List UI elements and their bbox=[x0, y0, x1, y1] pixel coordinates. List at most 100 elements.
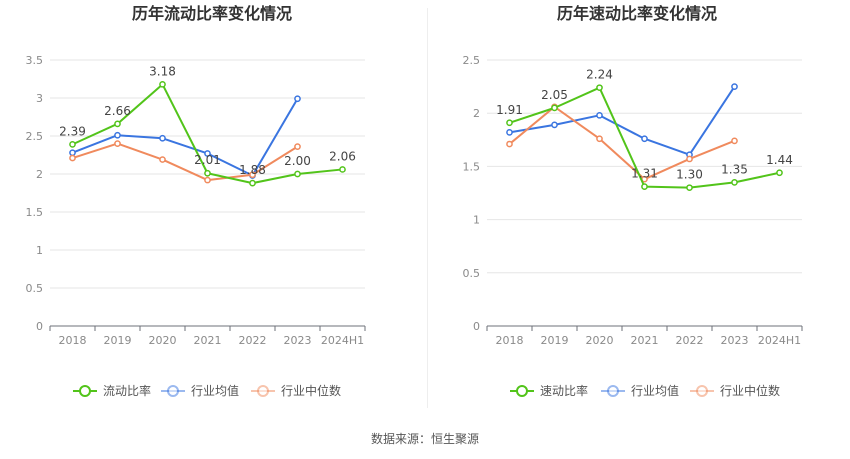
current-ratio-chart-svg: 历年流动比率变化情况 0 0.5 1 1.5 2 2.5 3 3.5 2018 2019 2020 20… bbox=[26, 4, 366, 398]
y-tick-label: 0.5 bbox=[463, 267, 481, 280]
data-point bbox=[204, 169, 211, 177]
y-tick-label: 0.5 bbox=[26, 282, 44, 295]
data-point bbox=[69, 149, 76, 157]
y-tick-label: 1 bbox=[473, 214, 480, 227]
data-label: 2.00 bbox=[284, 154, 311, 168]
data-point bbox=[249, 179, 256, 187]
data-point bbox=[506, 119, 513, 127]
legend-label: 行业中位数 bbox=[720, 383, 780, 398]
quick-ratio-chart: 历年速动比率变化情况 0 0.5 1 1.5 2 2.5 2018 2019 2020 2021 20… bbox=[425, 0, 850, 420]
y-tick-label: 3 bbox=[36, 92, 43, 105]
series-line bbox=[72, 83, 343, 185]
data-point bbox=[249, 171, 256, 179]
x-tick-label: 2022 bbox=[239, 334, 267, 347]
x-tick-label: 2022 bbox=[676, 334, 704, 347]
series-line bbox=[509, 86, 736, 156]
data-label: 1.88 bbox=[239, 163, 266, 177]
data-point bbox=[641, 135, 648, 143]
y-tick-label: 2.5 bbox=[26, 130, 44, 143]
series-line bbox=[72, 98, 299, 177]
quick-ratio-chart-svg: 历年速动比率变化情况 0 0.5 1 1.5 2 2.5 2018 2019 2020 2021 20… bbox=[463, 4, 803, 398]
data-label: 2.01 bbox=[194, 153, 221, 167]
data-label: 1.31 bbox=[631, 167, 658, 181]
x-tick-label: 2019 bbox=[104, 334, 132, 347]
data-label: 1.35 bbox=[721, 162, 748, 176]
data-point bbox=[69, 154, 76, 162]
data-point bbox=[686, 184, 693, 192]
legend-label: 行业中位数 bbox=[281, 383, 341, 398]
data-point bbox=[596, 111, 603, 119]
legend-marker bbox=[607, 385, 619, 397]
data-point bbox=[114, 120, 121, 128]
data-label: 2.24 bbox=[586, 68, 613, 82]
data-point bbox=[686, 155, 693, 163]
y-tick-label: 3.5 bbox=[26, 54, 44, 67]
legend-marker bbox=[167, 385, 179, 397]
data-label: 3.18 bbox=[149, 64, 176, 78]
data-label: 1.91 bbox=[496, 103, 523, 117]
legend-marker bbox=[516, 385, 528, 397]
data-label: 2.39 bbox=[59, 124, 86, 138]
x-tick-label: 2018 bbox=[496, 334, 524, 347]
y-tick-label: 1 bbox=[36, 244, 43, 257]
data-point bbox=[204, 150, 211, 157]
data-label: 2.06 bbox=[329, 149, 356, 163]
x-tick-label: 2024H1 bbox=[321, 334, 364, 347]
x-tick-label: 2021 bbox=[631, 334, 659, 347]
data-point bbox=[159, 134, 166, 142]
x-tick-label: 2018 bbox=[59, 334, 87, 347]
data-label: 1.30 bbox=[676, 168, 703, 182]
y-tick-label: 1.5 bbox=[26, 206, 44, 219]
data-point bbox=[596, 84, 603, 92]
data-point bbox=[114, 140, 121, 147]
data-point bbox=[596, 135, 603, 143]
data-source-note: 数据来源：恒生聚源 bbox=[370, 432, 479, 446]
data-point bbox=[731, 83, 738, 90]
data-point bbox=[294, 143, 301, 150]
x-tick-label: 2020 bbox=[149, 334, 177, 347]
data-point bbox=[776, 169, 783, 177]
x-tick-label: 2020 bbox=[586, 334, 614, 347]
data-point bbox=[506, 129, 513, 136]
x-tick-label: 2024H1 bbox=[758, 334, 801, 347]
data-point bbox=[731, 137, 738, 145]
data-point bbox=[159, 156, 166, 163]
x-tick-label: 2021 bbox=[194, 334, 222, 347]
x-tick-label: 2019 bbox=[541, 334, 569, 347]
y-tick-label: 2.5 bbox=[463, 54, 481, 67]
y-tick-label: 0 bbox=[473, 320, 480, 333]
data-point bbox=[294, 95, 301, 103]
data-point bbox=[551, 104, 558, 112]
data-point bbox=[159, 80, 166, 88]
data-point bbox=[114, 131, 121, 139]
chart-title: 历年流动比率变化情况 bbox=[132, 4, 292, 23]
legend-label: 流动比率 bbox=[103, 383, 151, 398]
data-point bbox=[294, 170, 301, 178]
legend-label: 速动比率 bbox=[540, 383, 588, 398]
data-point bbox=[641, 183, 648, 190]
panel-divider bbox=[427, 8, 428, 408]
data-label: 1.44 bbox=[766, 153, 793, 167]
series-line bbox=[72, 142, 299, 182]
data-point bbox=[204, 176, 211, 184]
chart-title: 历年速动比率变化情况 bbox=[557, 4, 717, 23]
data-point bbox=[506, 140, 513, 148]
legend-label: 行业均值 bbox=[191, 383, 239, 398]
y-tick-label: 2 bbox=[36, 168, 43, 181]
y-tick-label: 2 bbox=[473, 107, 480, 120]
current-ratio-chart: 历年流动比率变化情况 0 0.5 1 1.5 2 2.5 3 3.5 2018 2019 2020 20… bbox=[0, 0, 425, 420]
legend-label: 行业均值 bbox=[631, 383, 679, 398]
data-point bbox=[69, 141, 76, 148]
data-label: 2.66 bbox=[104, 104, 131, 118]
y-tick-label: 1.5 bbox=[463, 160, 481, 173]
data-point bbox=[551, 121, 558, 129]
legend-marker bbox=[257, 385, 269, 397]
series-line bbox=[508, 105, 735, 181]
data-label: 2.05 bbox=[541, 88, 568, 102]
x-tick-label: 2023 bbox=[721, 334, 749, 347]
data-point bbox=[339, 166, 346, 173]
legend-marker bbox=[79, 385, 91, 397]
legend-marker bbox=[696, 385, 708, 397]
x-tick-label: 2023 bbox=[284, 334, 312, 347]
y-tick-label: 0 bbox=[36, 320, 43, 333]
